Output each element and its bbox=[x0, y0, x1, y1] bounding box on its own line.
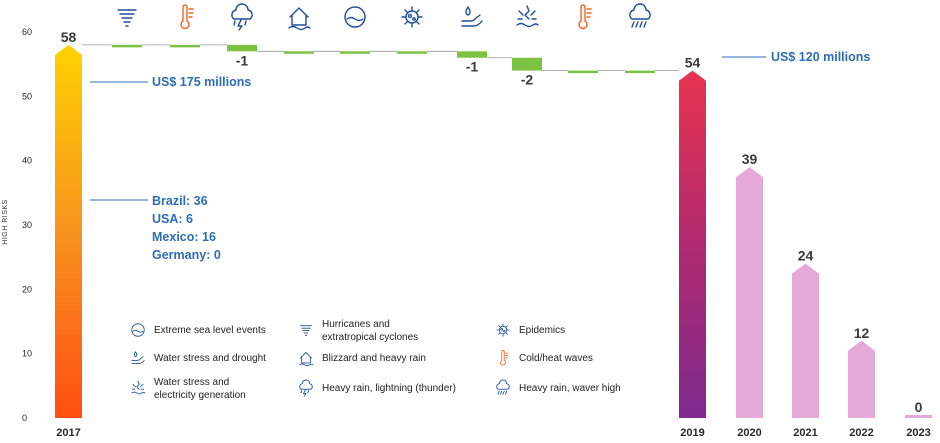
epidemic-icon bbox=[496, 323, 510, 337]
x-tick-label: 2021 bbox=[793, 427, 817, 439]
waterfall-step bbox=[457, 51, 487, 58]
epidemic-icon bbox=[401, 6, 423, 28]
waterfall-step bbox=[284, 51, 314, 54]
step-change-label: -1 bbox=[466, 59, 479, 75]
bars: 58 2017 54 2019 39 2020 24 2021 12 2022 0 2023 bbox=[55, 29, 932, 439]
legend: Extreme sea level events Hurricanes and ex… bbox=[131, 319, 621, 401]
legend-label: Water stress and electricity generation bbox=[154, 377, 246, 401]
y-axis-label: HIGH RISKS bbox=[2, 199, 9, 244]
waterfall-step bbox=[568, 70, 598, 74]
bar-2021 bbox=[792, 263, 819, 418]
y-tick-label: 40 bbox=[22, 156, 32, 166]
water-drought-icon bbox=[131, 351, 145, 365]
thermometer-icon bbox=[578, 4, 592, 30]
waterfall-step bbox=[512, 57, 542, 71]
y-axis-ticks: 0 10 20 30 40 50 60 bbox=[22, 27, 32, 423]
step-change-label: -2 bbox=[521, 72, 534, 88]
waterfall-step bbox=[227, 44, 257, 52]
step-change-label: -1 bbox=[236, 52, 249, 68]
bar-value-label: 24 bbox=[798, 248, 814, 264]
y-tick-label: 10 bbox=[22, 349, 32, 359]
legend-label: Extreme sea level events bbox=[154, 325, 266, 336]
y-tick-label: 50 bbox=[22, 91, 32, 101]
legend-label: Blizzard and heavy rain bbox=[322, 353, 426, 364]
thunder-rain-icon bbox=[231, 3, 253, 31]
x-tick-label: 2022 bbox=[849, 427, 873, 439]
bar-value-label: 58 bbox=[61, 29, 77, 45]
sea-level-icon bbox=[344, 6, 366, 28]
country-risk-label: USA: 6 bbox=[152, 212, 193, 226]
waterfall-step bbox=[170, 44, 200, 48]
heavy-rain-icon bbox=[496, 379, 510, 395]
legend-label: Heavy rain, lightning (thunder) bbox=[322, 383, 456, 394]
y-tick-label: 60 bbox=[22, 27, 32, 37]
bar-2020 bbox=[736, 167, 763, 418]
annotations: US$ 175 millions Brazil: 36 USA: 6 Mexico: … bbox=[90, 50, 870, 262]
heavy-rain-icon bbox=[629, 3, 651, 28]
legend-label: Water stress and drought bbox=[154, 353, 266, 364]
x-tick-label: 2017 bbox=[56, 427, 80, 439]
blizzard-icon bbox=[299, 351, 314, 367]
waterfall-step bbox=[340, 51, 370, 54]
waterfall-step bbox=[112, 44, 142, 48]
bar-value-label: 54 bbox=[685, 55, 701, 71]
water-electricity-icon bbox=[131, 380, 146, 395]
cost-2019-label: US$ 120 millions bbox=[771, 50, 870, 64]
waterfall-step bbox=[625, 70, 655, 74]
bar-2022 bbox=[848, 340, 875, 418]
waterfall-steps: -1 -1 -2 bbox=[82, 3, 679, 88]
legend-label: Epidemics bbox=[519, 325, 565, 336]
thermometer-icon bbox=[500, 350, 509, 366]
hurricane-icon bbox=[117, 9, 137, 27]
x-tick-label: 2020 bbox=[737, 427, 761, 439]
x-tick-label: 2023 bbox=[906, 427, 930, 439]
thermometer-icon bbox=[180, 4, 194, 30]
thunder-rain-icon bbox=[299, 379, 313, 397]
bar-2017 bbox=[55, 44, 82, 418]
x-tick-label: 2019 bbox=[680, 427, 704, 439]
y-tick-label: 0 bbox=[22, 413, 27, 423]
water-drought-icon bbox=[461, 6, 483, 27]
cost-2017-label: US$ 175 millions bbox=[152, 75, 251, 89]
y-tick-label: 30 bbox=[22, 220, 32, 230]
country-risk-label: Mexico: 16 bbox=[152, 230, 216, 244]
legend-label: Hurricanes and extratropical cyclones bbox=[322, 319, 418, 343]
country-risk-label: Germany: 0 bbox=[152, 248, 221, 262]
bar-value-label: 0 bbox=[915, 399, 923, 415]
waterfall-step bbox=[397, 51, 427, 54]
legend-label: Cold/heat waves bbox=[519, 353, 593, 364]
water-electricity-icon bbox=[516, 5, 539, 28]
country-risk-label: Brazil: 36 bbox=[152, 194, 208, 208]
blizzard-icon bbox=[288, 7, 311, 31]
bar-2023 bbox=[905, 415, 932, 418]
bar-value-label: 12 bbox=[854, 325, 870, 341]
bar-value-label: 39 bbox=[742, 151, 758, 167]
bar-2019 bbox=[679, 70, 706, 418]
y-tick-label: 20 bbox=[22, 284, 32, 294]
hurricane-icon bbox=[299, 325, 313, 337]
sea-level-icon bbox=[131, 323, 145, 337]
legend-label: Heavy rain, waver high bbox=[519, 383, 621, 394]
